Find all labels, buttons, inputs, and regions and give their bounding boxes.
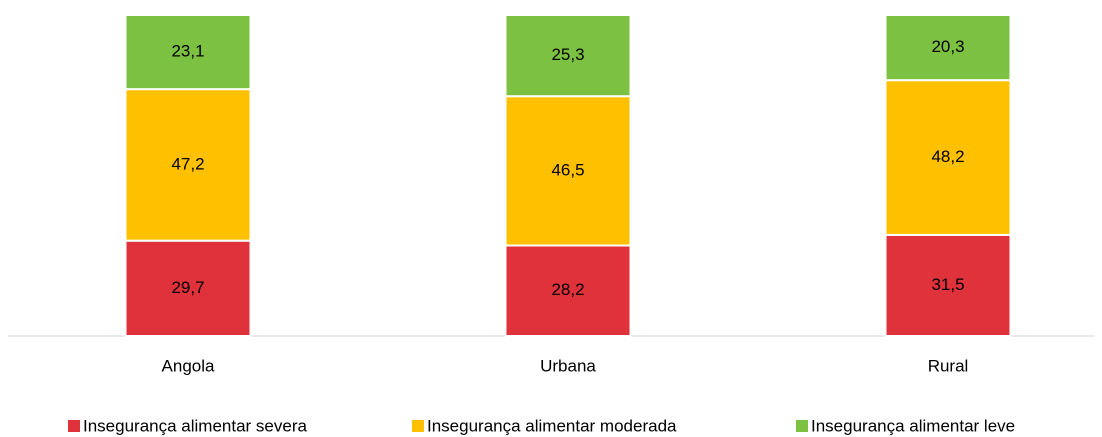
bar-segment xyxy=(504,14,632,98)
legend-swatch xyxy=(796,420,808,432)
legend-swatch xyxy=(68,420,80,432)
data-label: 46,5 xyxy=(551,160,584,179)
bar-segment xyxy=(124,14,252,91)
data-label: 48,2 xyxy=(931,147,964,166)
x-tick-label: Angola xyxy=(162,356,215,375)
data-label: 47,2 xyxy=(171,154,204,173)
data-label: 23,1 xyxy=(171,42,204,61)
legend-swatch xyxy=(412,420,424,432)
bar-segment xyxy=(124,239,252,337)
bar-segment xyxy=(504,95,632,247)
legend-label: Insegurança alimentar leve xyxy=(811,416,1015,435)
legend-label: Insegurança alimentar severa xyxy=(83,416,308,435)
data-label: 20,3 xyxy=(931,37,964,56)
bar-segment xyxy=(884,79,1012,236)
bar-segment xyxy=(504,244,632,337)
x-tick-label: Urbana xyxy=(540,356,596,375)
bar-segment xyxy=(884,233,1012,337)
x-tick-label: Rural xyxy=(928,356,969,375)
data-label: 31,5 xyxy=(931,275,964,294)
data-label: 28,2 xyxy=(551,280,584,299)
data-label: 29,7 xyxy=(171,278,204,297)
legend-label: Insegurança alimentar moderada xyxy=(427,416,677,435)
data-label: 25,3 xyxy=(551,45,584,64)
bar-segment xyxy=(124,88,252,242)
bar-segment xyxy=(884,14,1012,82)
